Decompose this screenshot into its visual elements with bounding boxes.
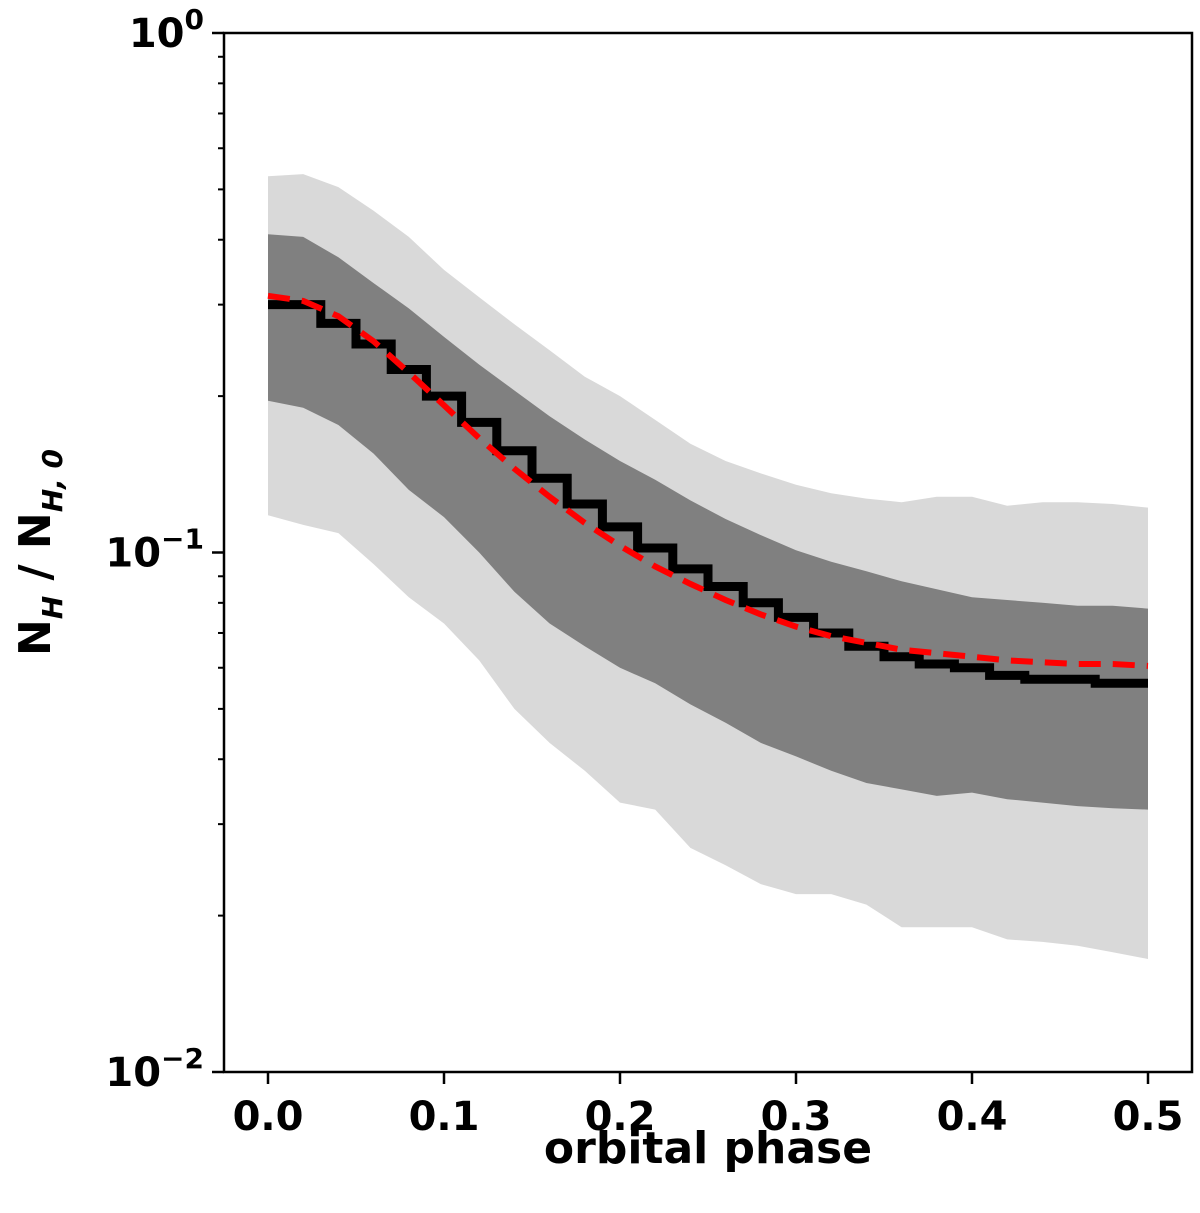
- y-axis-title-sub1: H: [36, 596, 69, 619]
- x-tick-label: 0.4: [937, 1094, 1008, 1140]
- y-tick-label: 10−1: [105, 523, 204, 577]
- y-axis-title-main: N: [10, 619, 61, 656]
- y-axis-title-sep: / N: [10, 512, 61, 596]
- series-lines: [267, 292, 1149, 688]
- y-tick-label: 10−2: [105, 1042, 204, 1096]
- x-axis: 0.0 0.1 0.2 0.3 0.4 0.5: [233, 1072, 1184, 1140]
- y-axis-title-sub2: H, 0: [36, 449, 69, 512]
- y-axis: 100 10−1 10−2: [105, 3, 224, 1096]
- model-series-line: [267, 292, 1149, 669]
- x-tick-label: 0.3: [761, 1094, 832, 1140]
- x-tick-label: 0.5: [1113, 1094, 1184, 1140]
- y-axis-title: NH / NH, 0: [10, 449, 69, 656]
- x-tick-label: 0.2: [585, 1094, 656, 1140]
- x-tick-label: 0.1: [409, 1094, 480, 1140]
- x-tick-label: 0.0: [233, 1094, 304, 1140]
- x-axis-title: orbital phase: [544, 1123, 872, 1174]
- y-tick-label: 100: [129, 3, 204, 57]
